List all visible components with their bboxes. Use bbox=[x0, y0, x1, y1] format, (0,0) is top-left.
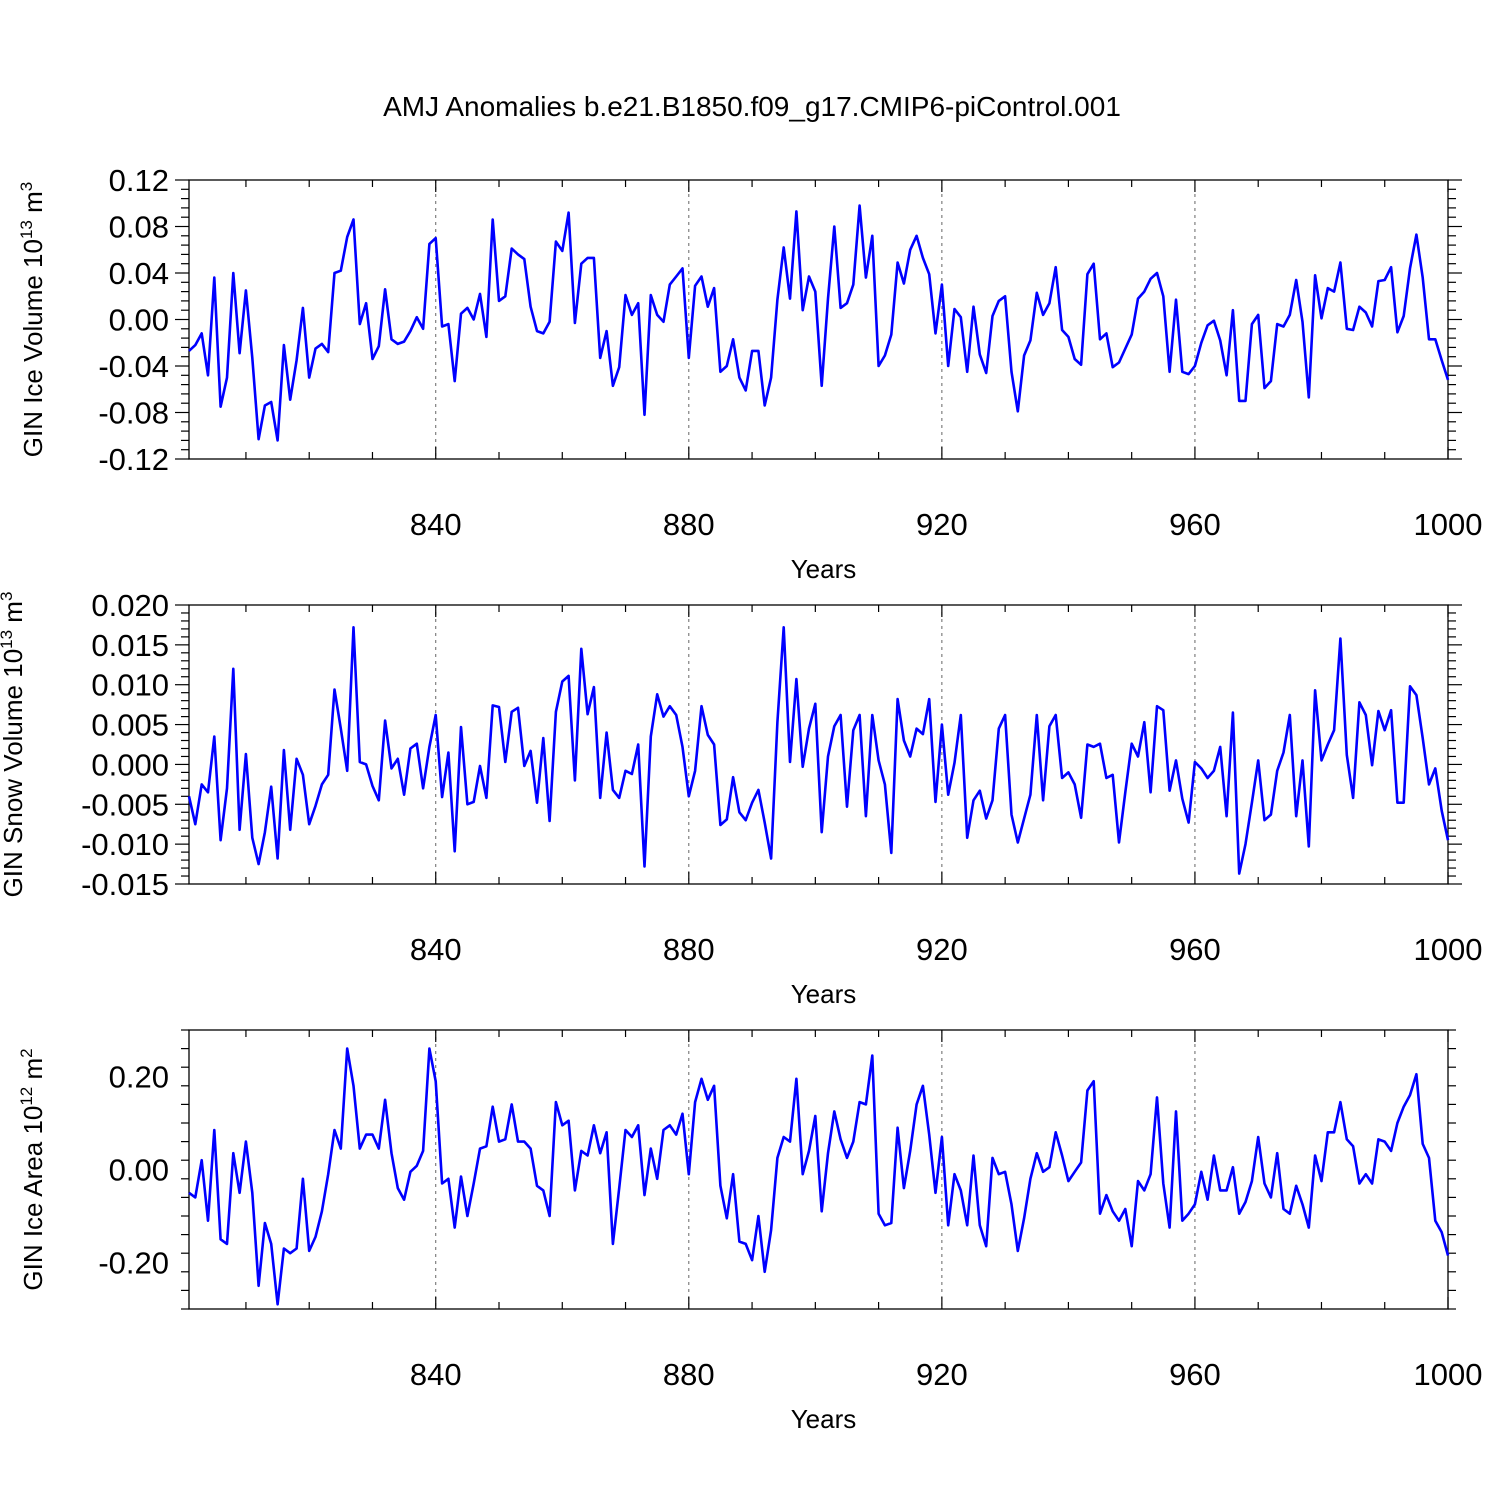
x-axis-label: Years bbox=[791, 1404, 857, 1434]
x-tick-label: 960 bbox=[1169, 932, 1221, 967]
x-axis-label: Years bbox=[791, 979, 857, 1009]
x-tick-label: 840 bbox=[410, 932, 462, 967]
panels: -0.12 -0.08 -0.04 0.00 0.04 0.08 0.12 840 880 920… bbox=[0, 163, 1482, 1434]
y-tick-label: 0.010 bbox=[91, 668, 169, 703]
plot-frame bbox=[188, 1029, 1449, 1310]
x-tick-label: 840 bbox=[410, 507, 462, 542]
y-axis-label-unit: m bbox=[0, 601, 28, 630]
x-tick-label: 960 bbox=[1169, 507, 1221, 542]
x-tick-label: 920 bbox=[916, 507, 968, 542]
y-axis-label-unit-exponent: 3 bbox=[17, 182, 36, 191]
y-axis-label: GIN Snow Volume 1013 m3 bbox=[0, 592, 28, 898]
y-tick-label: -0.015 bbox=[81, 867, 169, 902]
y-tick-label: -0.08 bbox=[98, 396, 169, 431]
x-tick-label: 880 bbox=[663, 507, 715, 542]
y-axis-label: GIN Ice Volume 1013 m3 bbox=[17, 182, 48, 458]
y-axis-label-main: GIN Snow Volume 10 bbox=[0, 649, 28, 898]
x-tick-label: 840 bbox=[410, 1357, 462, 1392]
y-axis-label-unit-exponent: 2 bbox=[17, 1048, 36, 1057]
x-tick-label: 880 bbox=[663, 1357, 715, 1392]
y-axis-label-exponent: 13 bbox=[17, 220, 36, 239]
y-tick-label: -0.005 bbox=[81, 787, 169, 822]
y-tick-label: 0.005 bbox=[91, 708, 169, 743]
series-line bbox=[187, 625, 1450, 875]
y-axis-label-exponent: 13 bbox=[0, 630, 16, 649]
y-axis-label: GIN Ice Area 1012 m2 bbox=[17, 1048, 48, 1290]
x-tick-label: 1000 bbox=[1414, 932, 1483, 967]
x-tick-label: 1000 bbox=[1414, 507, 1483, 542]
y-tick-label: 0.12 bbox=[109, 163, 169, 198]
chart-panel-1: -0.12 -0.08 -0.04 0.00 0.04 0.08 0.12 840 880 920… bbox=[17, 163, 1482, 584]
y-axis-label-main: GIN Ice Area 10 bbox=[18, 1106, 48, 1291]
y-tick-label: 0.015 bbox=[91, 628, 169, 663]
y-tick-label: 0.04 bbox=[109, 256, 169, 291]
x-tick-label: 880 bbox=[663, 932, 715, 967]
x-tick-label: 920 bbox=[916, 1357, 968, 1392]
y-tick-label: -0.010 bbox=[81, 827, 169, 862]
series-line bbox=[188, 204, 1450, 442]
y-tick-label: -0.04 bbox=[98, 349, 169, 384]
y-axis-label-main: GIN Ice Volume 10 bbox=[18, 239, 48, 457]
y-tick-label: 0.00 bbox=[109, 303, 169, 338]
plot-frame bbox=[188, 604, 1449, 885]
figure-title: AMJ Anomalies b.e21.B1850.f09_g17.CMIP6-… bbox=[383, 91, 1121, 122]
y-axis-label-unit: m bbox=[18, 191, 48, 220]
plot-frame bbox=[188, 179, 1449, 460]
y-axis-label-exponent: 12 bbox=[17, 1087, 36, 1106]
y-tick-label: 0.020 bbox=[91, 588, 169, 623]
y-tick-label: 0.00 bbox=[109, 1153, 169, 1188]
y-axis-label-unit-exponent: 3 bbox=[0, 592, 16, 601]
series-line bbox=[188, 1047, 1450, 1306]
y-tick-label: 0.000 bbox=[91, 747, 169, 782]
y-axis-label-unit: m bbox=[18, 1058, 48, 1087]
y-tick-label: 0.08 bbox=[109, 210, 169, 245]
x-axis-label: Years bbox=[791, 554, 857, 584]
chart-panel-3: -0.20 0.00 0.20 840 880 920 960 1000 Years GIN Ic… bbox=[17, 1029, 1483, 1434]
chart-panel-2: -0.015 -0.010 -0.005 0.000 0.005 0.010 0.015 0.… bbox=[0, 588, 1482, 1009]
x-tick-label: 960 bbox=[1169, 1357, 1221, 1392]
y-tick-label: 0.20 bbox=[109, 1060, 169, 1095]
x-tick-label: 920 bbox=[916, 932, 968, 967]
y-tick-label: -0.20 bbox=[98, 1246, 169, 1281]
y-tick-label: -0.12 bbox=[98, 442, 169, 477]
x-tick-label: 1000 bbox=[1414, 1357, 1483, 1392]
